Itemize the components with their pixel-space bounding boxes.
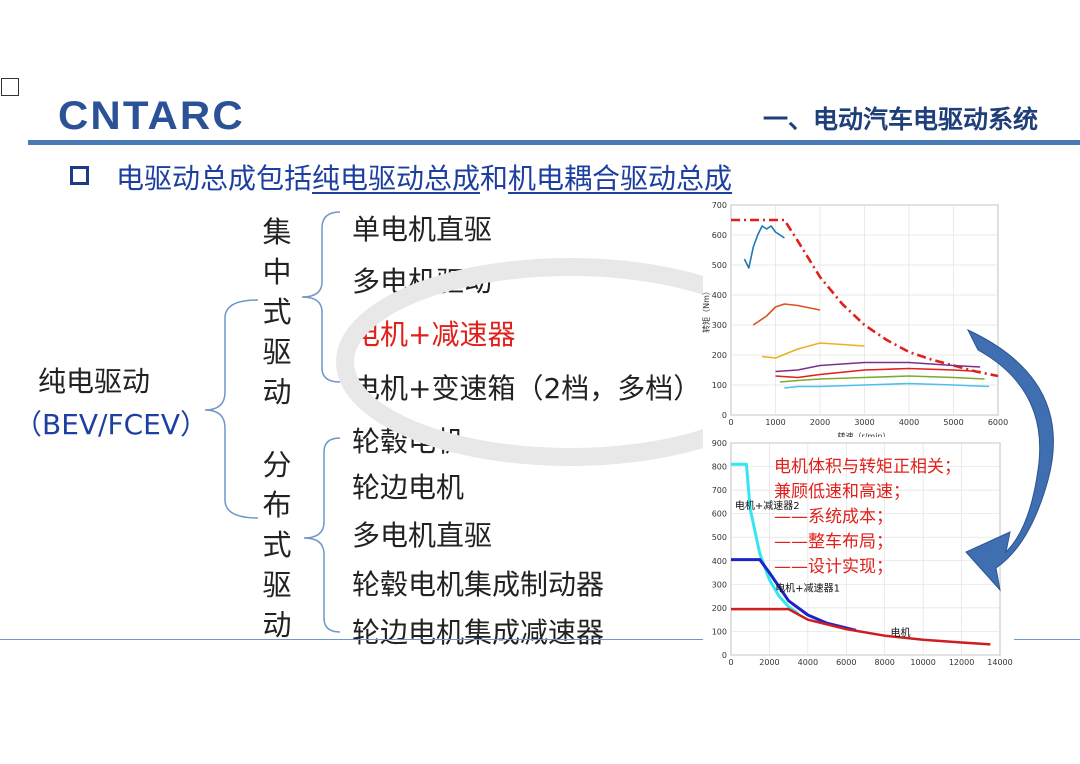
annotation-line: ——系统成本；: [774, 507, 893, 527]
group-label-char: 布: [262, 488, 292, 522]
x-axis-label: 转速（r/min）: [837, 431, 890, 441]
group-label-char: 动: [262, 375, 292, 409]
x-tick-label: 10000: [910, 658, 935, 667]
x-tick-label: 12000: [949, 658, 974, 667]
y-tick-label: 300: [712, 580, 727, 589]
y-tick-label: 200: [712, 351, 727, 360]
bracket-distributed: [303, 437, 341, 633]
list-item: 多电机直驱: [352, 519, 493, 552]
series-line: [731, 607, 991, 646]
chart-background: [703, 199, 1012, 445]
tree-root-sublabel: （BEV/FCEV）: [14, 408, 208, 441]
bracket-root: [204, 299, 259, 519]
x-tick-label: 4000: [899, 418, 919, 427]
list-item: 轮毂电机集成制动器: [352, 568, 605, 601]
group-label-distributed: 分 布 式 驱 动: [261, 445, 293, 645]
y-tick-label: 800: [712, 463, 727, 472]
x-tick-label: 2000: [810, 418, 830, 427]
y-tick-label: 300: [712, 321, 727, 330]
group-label-char: 式: [262, 528, 292, 562]
torque-speed-chart: 0 1000 2000 3000 4000 5000 6000 0 100 200 300 400 50…: [701, 199, 1012, 445]
y-tick-label: 500: [712, 261, 727, 270]
list-item: 轮边电机: [352, 471, 465, 504]
group-label-char: 式: [262, 295, 292, 329]
group-label-char: 动: [262, 608, 292, 642]
x-tick-label: 1000: [765, 418, 785, 427]
headline: 电驱动总成包括纯电驱动总成和机电耦合驱动总成: [116, 157, 732, 197]
header-divider: [28, 140, 1080, 145]
list-item: 电机+变速箱（2档，多档）: [352, 372, 702, 405]
headline-mid: 和: [480, 162, 509, 195]
group-label-centralized: 集 中 式 驱 动: [261, 212, 293, 412]
bracket-centralized: [301, 211, 341, 383]
x-tick-label: 2000: [759, 658, 779, 667]
y-tick-label: 700: [712, 486, 727, 495]
series-label-reducer2: 电机+减速器2: [735, 499, 800, 512]
y-tick-label: 500: [712, 533, 727, 542]
y-tick-label: 0: [722, 411, 727, 420]
annotation-line: ——设计实现；: [774, 557, 893, 577]
group-label-char: 驱: [262, 568, 292, 602]
y-tick-label: 700: [712, 201, 727, 210]
series-line: [775, 361, 981, 373]
section-title: 一、电动汽车电驱动系统: [762, 105, 1038, 134]
y-tick-label: 100: [712, 381, 727, 390]
x-tick-label: 0: [728, 418, 733, 427]
series-line: [779, 375, 985, 383]
x-tick-label: 5000: [943, 418, 963, 427]
logo: CNTARC: [58, 94, 245, 138]
series-label-motor: 电机: [890, 626, 910, 639]
series-line: [775, 367, 981, 379]
list-item: 单电机直驱: [352, 213, 493, 246]
x-tick-label: 3000: [854, 418, 874, 427]
y-tick-label: 0: [722, 651, 727, 660]
y-tick-label: 400: [712, 291, 727, 300]
group-label-char: 集: [262, 215, 292, 249]
series-line: [762, 342, 865, 359]
motor-reducer-chart: 0 2000 4000 6000 8000 10000 12000 14000 0 100 200 3…: [703, 437, 1014, 685]
series-line: [743, 225, 785, 269]
list-item-highlight: 电机+减速器: [352, 318, 516, 351]
group-label-char: 分: [262, 448, 292, 482]
footer-divider: [0, 639, 1080, 640]
annotation-block: 电机体积与转矩正相关； 兼顾低速和高速； ——系统成本； ——整车布局； ——设…: [774, 455, 961, 580]
x-tick-label: 8000: [875, 658, 895, 667]
corner-checkbox-icon: [1, 78, 19, 96]
annotation-line: ——整车布局；: [774, 532, 893, 552]
y-tick-label: 200: [712, 604, 727, 613]
headline-link-coupled: 机电耦合驱动总成: [508, 162, 733, 195]
tree-root-label: 纯电驱动: [38, 365, 151, 398]
x-tick-label: 14000: [987, 658, 1012, 667]
y-tick-label: 400: [712, 557, 727, 566]
x-tick-label: 0: [728, 658, 733, 667]
annotation-line: 电机体积与转矩正相关；: [774, 457, 961, 477]
series-label-reducer1: 电机+减速器1: [775, 581, 840, 594]
y-tick-label: 900: [712, 439, 727, 448]
group-label-char: 中: [262, 255, 292, 289]
annotation-line: 兼顾低速和高速；: [774, 482, 910, 502]
group-label-char: 驱: [262, 335, 292, 369]
series-line: [784, 382, 990, 389]
y-axis-label: 转矩（Nm）: [701, 287, 711, 333]
y-tick-label: 100: [712, 627, 727, 636]
y-tick-label: 600: [712, 510, 727, 519]
x-tick-label: 6000: [836, 658, 856, 667]
series-line: [752, 303, 821, 326]
square-bullet-icon: [70, 166, 89, 185]
x-tick-label: 4000: [798, 658, 818, 667]
headline-prefix: 电驱动总成包括: [116, 162, 313, 195]
y-tick-label: 600: [712, 231, 727, 240]
list-item: 轮边电机集成减速器: [352, 616, 605, 649]
curved-arrow-icon: [965, 328, 1054, 592]
headline-link-pure-electric: 纯电驱动总成: [312, 162, 481, 195]
x-tick-label: 6000: [988, 418, 1008, 427]
